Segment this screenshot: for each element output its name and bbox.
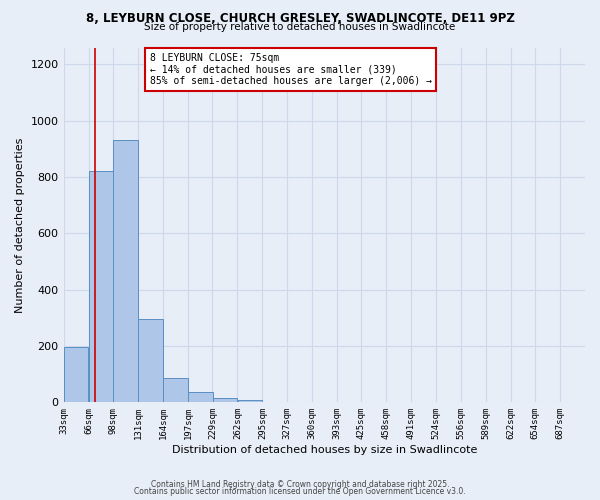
Bar	[188, 392, 213, 402]
Text: Contains HM Land Registry data © Crown copyright and database right 2025.: Contains HM Land Registry data © Crown c…	[151, 480, 449, 489]
Text: Size of property relative to detached houses in Swadlincote: Size of property relative to detached ho…	[145, 22, 455, 32]
X-axis label: Distribution of detached houses by size in Swadlincote: Distribution of detached houses by size …	[172, 445, 477, 455]
Text: Contains public sector information licensed under the Open Government Licence v3: Contains public sector information licen…	[134, 487, 466, 496]
Bar	[89, 172, 113, 402]
Bar	[64, 347, 88, 403]
Bar	[163, 378, 188, 402]
Bar	[212, 398, 237, 402]
Bar	[138, 320, 163, 402]
Bar	[113, 140, 138, 402]
Text: 8 LEYBURN CLOSE: 75sqm
← 14% of detached houses are smaller (339)
85% of semi-de: 8 LEYBURN CLOSE: 75sqm ← 14% of detached…	[149, 53, 431, 86]
Y-axis label: Number of detached properties: Number of detached properties	[15, 137, 25, 312]
Bar	[238, 400, 262, 402]
Text: 8, LEYBURN CLOSE, CHURCH GRESLEY, SWADLINCOTE, DE11 9PZ: 8, LEYBURN CLOSE, CHURCH GRESLEY, SWADLI…	[86, 12, 514, 26]
